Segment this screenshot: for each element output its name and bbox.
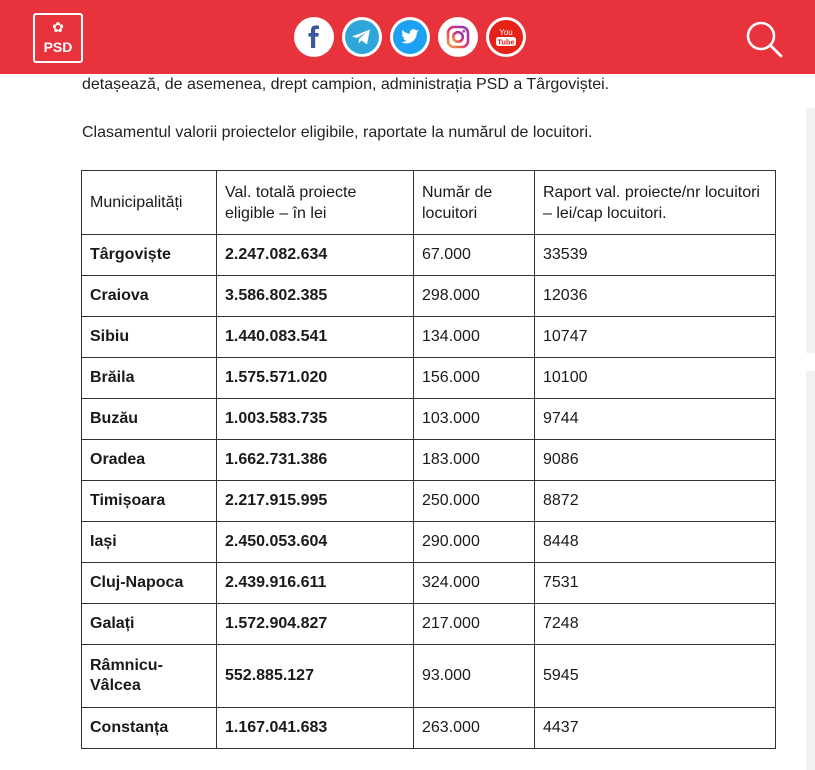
cell-population: 103.000	[413, 398, 535, 440]
twitter-icon	[393, 20, 427, 54]
cell-municipality: Buzău	[81, 398, 217, 440]
facebook-icon	[308, 25, 319, 48]
table-header-row: Municipalități Val. totală proiecte elig…	[81, 170, 776, 235]
table-row: Timișoara 2.217.915.995 250.000 8872	[81, 480, 776, 522]
youtube-button[interactable]: You Tube	[486, 17, 526, 57]
table-row: Buzău 1.003.583.735 103.000 9744	[81, 398, 776, 440]
search-icon[interactable]	[744, 19, 784, 59]
cell-total-value: 2.439.916.611	[216, 562, 414, 604]
table-row: Cluj-Napoca 2.439.916.611 324.000 7531	[81, 562, 776, 604]
cell-municipality: Cluj-Napoca	[81, 562, 217, 604]
cell-total-value: 2.450.053.604	[216, 521, 414, 563]
cell-population: 134.000	[413, 316, 535, 358]
header-population: Număr de locuitori	[413, 170, 535, 235]
cell-municipality: Timișoara	[81, 480, 217, 522]
table-row: Oradea 1.662.731.386 183.000 9086	[81, 439, 776, 481]
cell-total-value: 1.662.731.386	[216, 439, 414, 481]
instagram-icon	[446, 25, 470, 49]
youtube-label-top: You	[499, 28, 513, 37]
table-row: Iași 2.450.053.604 290.000 8448	[81, 521, 776, 563]
cell-total-value: 1.003.583.735	[216, 398, 414, 440]
table-lead: Clasamentul valorii proiectelor eligibil…	[82, 124, 593, 141]
cell-population: 250.000	[413, 480, 535, 522]
cell-municipality: Sibiu	[81, 316, 217, 358]
cell-total-value: 1.167.041.683	[216, 707, 414, 749]
cell-municipality: Brăila	[81, 357, 217, 399]
facebook-button[interactable]	[294, 17, 334, 57]
table-row: Târgoviște 2.247.082.634 67.000 33539	[81, 234, 776, 276]
cell-ratio: 10100	[534, 357, 776, 399]
cell-municipality: Iași	[81, 521, 217, 563]
brand-name: PSD	[43, 39, 73, 55]
table-row: Constanța 1.167.041.683 263.000 4437	[81, 707, 776, 749]
cell-ratio: 8872	[534, 480, 776, 522]
sidebar-edge	[806, 108, 815, 353]
telegram-icon	[345, 20, 379, 54]
cell-population: 217.000	[413, 603, 535, 645]
cell-population: 324.000	[413, 562, 535, 604]
rose-icon: ✿	[52, 19, 64, 35]
cell-ratio: 33539	[534, 234, 776, 276]
cell-municipality: Galați	[81, 603, 217, 645]
cell-population: 183.000	[413, 439, 535, 481]
cell-municipality: Oradea	[81, 439, 217, 481]
cell-population: 263.000	[413, 707, 535, 749]
cell-population: 67.000	[413, 234, 535, 276]
cell-population: 290.000	[413, 521, 535, 563]
instagram-button[interactable]	[438, 17, 478, 57]
cell-municipality: Râmnicu-Vâlcea	[81, 644, 217, 708]
header-municipality: Municipalități	[81, 170, 217, 235]
table-row: Brăila 1.575.571.020 156.000 10100	[81, 357, 776, 399]
cell-total-value: 552.885.127	[216, 644, 414, 708]
cell-total-value: 1.440.083.541	[216, 316, 414, 358]
cell-ratio: 7531	[534, 562, 776, 604]
cell-ratio: 10747	[534, 316, 776, 358]
cell-total-value: 1.575.571.020	[216, 357, 414, 399]
cell-ratio: 9086	[534, 439, 776, 481]
header-ratio: Raport val. proiecte/nr locuitori – lei/…	[534, 170, 776, 235]
table-row: Craiova 3.586.802.385 298.000 12036	[81, 275, 776, 317]
cell-population: 156.000	[413, 357, 535, 399]
cell-ratio: 7248	[534, 603, 776, 645]
cell-total-value: 2.247.082.634	[216, 234, 414, 276]
cell-municipality: Constanța	[81, 707, 217, 749]
table-row: Galați 1.572.904.827 217.000 7248	[81, 603, 776, 645]
site-header: ✿ PSD You Tube	[0, 0, 815, 74]
table-row: Râmnicu-Vâlcea 552.885.127 93.000 5945	[81, 644, 776, 708]
header-total-value: Val. totală proiecte eligible – în lei	[216, 170, 414, 235]
cell-total-value: 1.572.904.827	[216, 603, 414, 645]
cell-ratio: 8448	[534, 521, 776, 563]
cell-ratio: 9744	[534, 398, 776, 440]
cell-population: 298.000	[413, 275, 535, 317]
youtube-icon: You Tube	[489, 20, 523, 54]
cell-population: 93.000	[413, 644, 535, 708]
sidebar-edge-lower	[806, 371, 815, 770]
table-row: Sibiu 1.440.083.541 134.000 10747	[81, 316, 776, 358]
cell-municipality: Craiova	[81, 275, 217, 317]
article-intro: detașează, de asemenea, drept campion, a…	[82, 76, 610, 93]
cell-total-value: 2.217.915.995	[216, 480, 414, 522]
psd-logo[interactable]: ✿ PSD	[33, 13, 83, 63]
youtube-label-bottom: Tube	[497, 38, 514, 47]
telegram-button[interactable]	[342, 17, 382, 57]
twitter-button[interactable]	[390, 17, 430, 57]
cell-ratio: 4437	[534, 707, 776, 749]
cell-total-value: 3.586.802.385	[216, 275, 414, 317]
municipality-ranking-table: Municipalități Val. totală proiecte elig…	[81, 170, 776, 749]
cell-municipality: Târgoviște	[81, 234, 217, 276]
cell-ratio: 12036	[534, 275, 776, 317]
cell-ratio: 5945	[534, 644, 776, 708]
